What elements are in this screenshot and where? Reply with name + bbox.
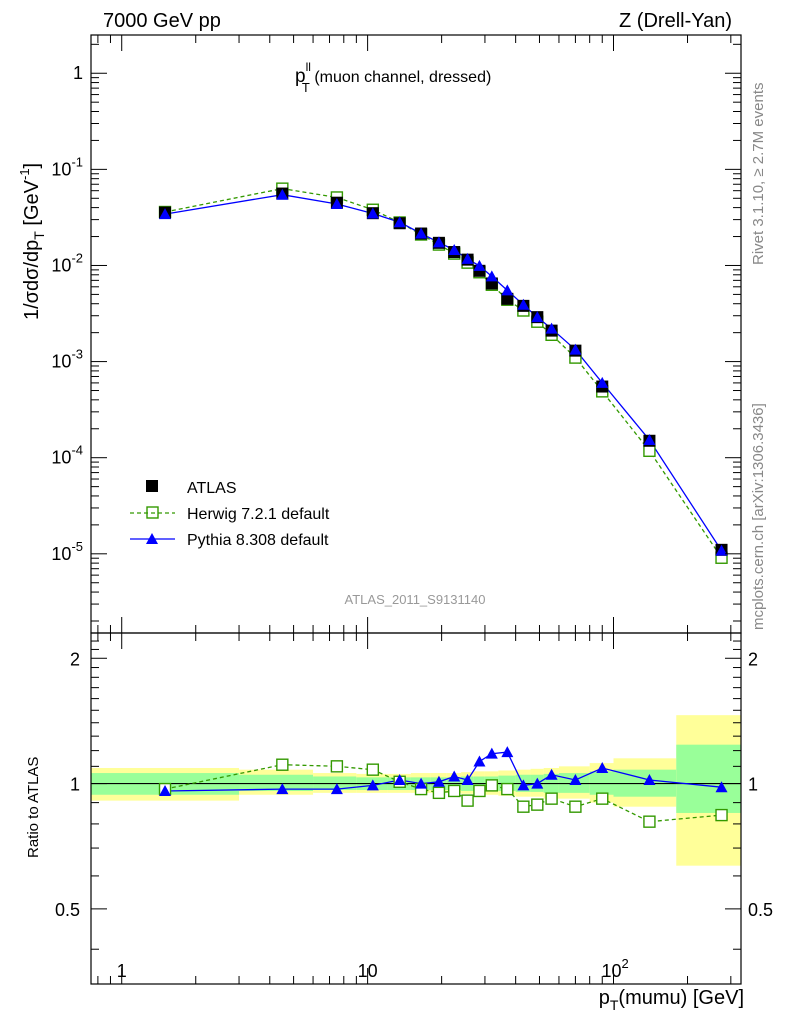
ratio-herwig-point (485, 779, 499, 792)
ratio-y-tick-label-left: 0.5 (55, 900, 80, 920)
pythia-point (517, 298, 530, 310)
ratio-pythia-point (517, 779, 530, 791)
x-tick-label: 102 (602, 956, 629, 981)
legend-herwig-marker (146, 506, 159, 519)
analysis-id: ATLAS_2011_S9131140 (345, 592, 486, 607)
pythia-point (448, 243, 461, 255)
atlas-point (501, 292, 514, 305)
ratio-pythia-point (432, 775, 445, 787)
y-tick-label: 10-4 (51, 443, 83, 468)
x-tick-label: 1 (117, 961, 127, 981)
ratio-pythia-point (643, 773, 656, 785)
ratio-herwig-point (448, 784, 461, 798)
ratio-herwig-point (276, 758, 289, 771)
ratio-pythia-point (596, 761, 609, 773)
ratio-pythia-point (393, 773, 406, 785)
pythia-point (159, 208, 172, 220)
ratio-pythia-point (415, 777, 428, 789)
ratio-herwig-point (596, 792, 609, 805)
pythia-point (531, 311, 544, 323)
ratio-herwig-point (643, 815, 656, 828)
header-left: 7000 GeV pp (103, 10, 221, 32)
ratio-y-tick-label-left: 1 (70, 775, 80, 795)
data-series (158, 182, 728, 828)
pythia-point (276, 188, 289, 200)
pythia-point (393, 216, 406, 228)
panel-title: pll T (muon channel, dressed) (295, 60, 491, 95)
band-inner (676, 744, 741, 813)
ratio-pythia-point (569, 773, 582, 785)
ratio-pythia-point (531, 777, 544, 789)
y-tick-label: 10-5 (51, 539, 83, 564)
band-inner (239, 774, 314, 791)
ratio-pythia-point (276, 783, 289, 795)
ratio-y-tick-label-left: 2 (70, 649, 80, 669)
tick-labels: 1 10 102 10-5 10-4 10-3 10-2 10-1 1 0.5 0.5 1 1 2 2 (51, 63, 773, 981)
ratio-pythia-point (715, 781, 728, 793)
ratio-herwig-point (330, 760, 344, 773)
pythia-point (432, 236, 445, 248)
ratio-herwig-point (366, 763, 380, 776)
ratio-pythia-point (545, 768, 558, 780)
legend-pythia-marker (146, 533, 158, 544)
ratio-herwig-point (545, 792, 558, 805)
pythia-point (501, 284, 514, 296)
ratio-herwig-point (432, 786, 446, 800)
ratio-y-tick-label-right: 1 (748, 775, 758, 795)
ratio-herwig-point (473, 784, 486, 798)
y-tick-label: 10-1 (51, 154, 83, 179)
ratio-pythia-point (330, 783, 343, 795)
pythia-point (545, 322, 558, 334)
ratio-herwig-point (569, 800, 582, 813)
ratio-pythia-point (473, 755, 486, 767)
legend-pythia-label: Pythia 8.308 default (187, 532, 329, 549)
ratio-y-axis-label: Ratio to ATLAS (25, 757, 42, 858)
rivet-version-label: Rivet 3.1.10, ≥ 2.7M events (750, 83, 767, 266)
legend-herwig-label: Herwig 7.2.1 default (187, 506, 330, 523)
ratio-pythia-point (159, 784, 172, 796)
legend: ATLAS Herwig 7.2.1 default Pythia 8.308 … (130, 480, 330, 549)
legend-atlas-label: ATLAS (187, 480, 237, 497)
pythia-point (461, 252, 474, 264)
ratio-herwig-point (531, 798, 544, 811)
pythia-point (366, 207, 379, 219)
pythia-point (330, 198, 343, 210)
mcplots-label: mcplots.cern.ch [arXiv:1306.3436] (750, 403, 767, 630)
ratio-pythia-point (501, 746, 514, 758)
ratio-y-tick-label-right: 0.5 (748, 900, 773, 920)
ratio-herwig-point (715, 808, 728, 822)
ratio-pythia-point (366, 779, 379, 791)
pythia-point (596, 376, 609, 388)
y-tick-label: 1 (73, 63, 83, 83)
ratio-herwig-point (461, 794, 474, 807)
x-axis-label: pT(mumu) [GeV] (599, 987, 744, 1013)
ratio-pythia-point (485, 747, 498, 759)
pythia-point (715, 544, 728, 556)
header-right: Z (Drell-Yan) (619, 10, 732, 32)
legend-atlas-marker (146, 480, 158, 492)
ratio-panel-frame (90, 632, 742, 985)
pythia-point (643, 433, 656, 445)
pythia-point (485, 270, 498, 282)
pythia-point (569, 343, 582, 355)
herwig-point (643, 444, 656, 457)
main-y-axis-label: 1/σdσ/dpT [GeV-1] (17, 163, 47, 320)
pythia-point (473, 259, 486, 271)
y-tick-label: 10-3 (51, 347, 83, 372)
ratio-pythia-point (448, 770, 461, 782)
pythia-point (415, 227, 428, 239)
ratio-herwig-point (501, 782, 514, 796)
x-tick-label: 10 (358, 961, 378, 981)
y-tick-label: 10-2 (51, 250, 83, 275)
ratio-y-tick-label-right: 2 (748, 649, 758, 669)
ratio-herwig-point (517, 800, 530, 813)
ratio-pythia-point (461, 773, 474, 785)
